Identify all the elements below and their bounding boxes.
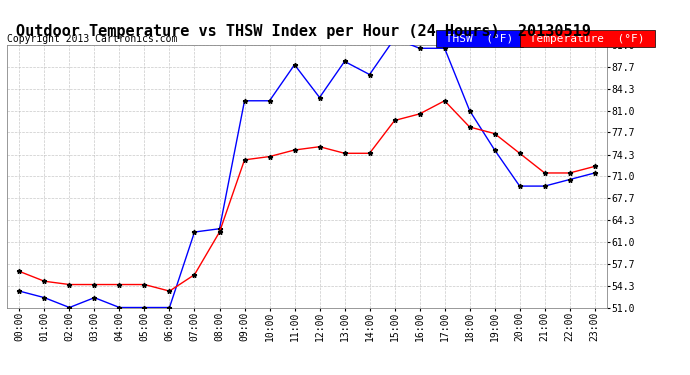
Text: Temperature  (°F): Temperature (°F) <box>523 34 651 44</box>
Text: Outdoor Temperature vs THSW Index per Hour (24 Hours)  20130519: Outdoor Temperature vs THSW Index per Ho… <box>16 24 591 39</box>
Text: THSW  (°F): THSW (°F) <box>439 34 520 44</box>
Text: Copyright 2013 Cartronics.com: Copyright 2013 Cartronics.com <box>7 34 177 44</box>
